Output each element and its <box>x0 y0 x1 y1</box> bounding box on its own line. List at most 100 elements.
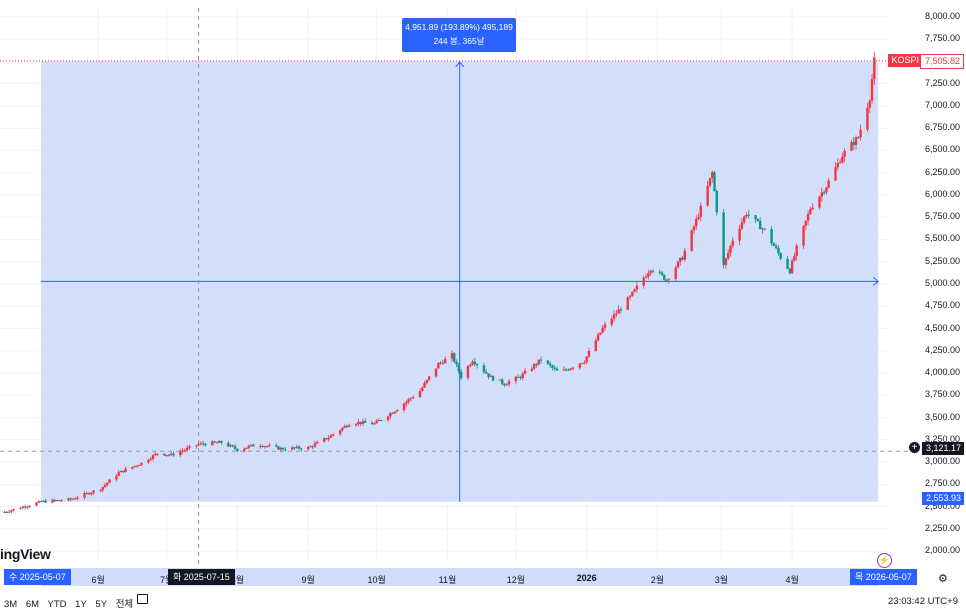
candle-body-226 <box>724 258 728 266</box>
candle-body-90 <box>290 447 294 450</box>
y-tick-label: 2,000.00 <box>924 545 960 556</box>
end-date-tag: 목 2026-05-07 <box>850 569 917 585</box>
candle-body-22 <box>71 498 75 500</box>
candle-body-8 <box>26 506 29 508</box>
candle-body-151 <box>485 371 488 374</box>
candle-body-194 <box>619 309 623 311</box>
x-tick-label: 4월 <box>785 575 799 585</box>
y-tick-label: 2,250.00 <box>924 522 960 533</box>
candle-body-46 <box>149 458 152 461</box>
candle-body-170 <box>546 360 550 364</box>
candle-body-223 <box>713 172 716 191</box>
candle-body-1 <box>5 511 9 513</box>
gear-icon[interactable]: ⚙ <box>938 573 948 585</box>
candle-body-115 <box>370 422 374 425</box>
candle-body-51 <box>165 454 168 456</box>
candle-body-102 <box>327 437 330 440</box>
candle-body-50 <box>163 453 166 456</box>
candle-body-118 <box>377 420 381 422</box>
x-tick-label: 11월 <box>438 575 457 585</box>
candle-body-149 <box>475 364 479 366</box>
candle-body-128 <box>409 398 413 400</box>
calendar-icon[interactable] <box>137 594 148 604</box>
x-tick-label: 10월 <box>367 575 386 585</box>
candle-body-79 <box>252 444 255 447</box>
candle-body-245 <box>786 258 789 269</box>
candle-body-229 <box>731 240 734 246</box>
candle-body-25 <box>83 493 86 498</box>
candle-body-123 <box>393 411 397 414</box>
range-5y[interactable]: 5Y <box>95 599 108 610</box>
candle-body-218 <box>697 216 700 219</box>
crosshair-add-icon[interactable]: + <box>909 442 920 453</box>
candle-body-71 <box>229 445 232 447</box>
candle-body-18 <box>58 500 61 502</box>
candle-body-52 <box>167 454 171 456</box>
candle-body-196 <box>628 295 632 298</box>
candle-body-2 <box>7 511 11 513</box>
y-tick-label: 2,500.00 <box>924 500 960 511</box>
candle-body-160 <box>514 376 518 382</box>
candle-body-93 <box>297 446 301 449</box>
range-ytd[interactable]: YTD <box>47 599 67 610</box>
candle-body-173 <box>553 367 556 369</box>
candle-body-122 <box>391 413 394 415</box>
symbol-tag: KOSPI <box>888 54 922 67</box>
candle-body-209 <box>667 279 671 281</box>
candle-body-267 <box>854 137 858 145</box>
candle-body-178 <box>569 368 572 371</box>
candle-body-63 <box>201 443 205 445</box>
candle-body-61 <box>197 444 200 446</box>
candle-body-101 <box>325 438 328 440</box>
candle-body-172 <box>551 365 554 368</box>
candle-body-254 <box>811 207 814 210</box>
candle-body-146 <box>469 364 472 367</box>
candle-body-257 <box>822 192 826 194</box>
last-price-tag: 7,505.82 <box>920 54 964 69</box>
candle-body-65 <box>211 441 214 446</box>
candle-body-14 <box>44 500 47 503</box>
candle-body-138 <box>441 362 445 364</box>
brand-logo: ingView <box>0 546 51 562</box>
candle-body-113 <box>361 421 365 424</box>
candle-body-87 <box>279 447 282 450</box>
candle-body-271 <box>868 100 871 108</box>
candle-body-202 <box>647 273 650 277</box>
candle-body-131 <box>421 387 424 391</box>
candle-body-19 <box>60 500 63 502</box>
candle-body-273 <box>873 57 876 80</box>
x-tick-label: 9월 <box>301 575 315 585</box>
start-price-tag: 2,553.93 <box>922 492 964 505</box>
candle-body-76 <box>245 447 248 449</box>
clock[interactable]: 23:03:42 UTC+9 <box>888 596 958 607</box>
candle-body-24 <box>76 497 79 499</box>
candle-body-192 <box>615 313 618 315</box>
candle-body-7 <box>23 506 27 508</box>
candle-body-185 <box>594 340 598 352</box>
range-1y[interactable]: 1Y <box>75 599 87 610</box>
range-3m[interactable]: 3M <box>4 599 18 610</box>
candle-body-121 <box>389 413 392 417</box>
range-6m[interactable]: 6M <box>25 599 40 610</box>
candle-body-255 <box>818 196 821 208</box>
candle-body-208 <box>665 279 668 281</box>
candle-body-36 <box>117 472 120 476</box>
candle-body-270 <box>866 107 869 130</box>
candle-body-210 <box>674 267 677 280</box>
candle-body-266 <box>852 142 855 145</box>
y-tick-label: 4,000.00 <box>924 367 960 378</box>
lightning-icon[interactable]: ⚡ <box>877 553 892 568</box>
candle-body-144 <box>459 371 463 378</box>
candle-body-141 <box>453 353 456 362</box>
candle-body-43 <box>138 465 141 467</box>
candle-body-95 <box>306 446 310 450</box>
candle-body-78 <box>249 444 253 446</box>
candle-body-134 <box>427 376 431 380</box>
candle-body-163 <box>521 373 524 379</box>
range-all[interactable]: 전체 <box>115 599 134 610</box>
candle-body-240 <box>770 229 773 244</box>
candle-body-84 <box>268 445 271 447</box>
candle-body-262 <box>838 162 842 164</box>
candle-body-182 <box>583 362 586 364</box>
